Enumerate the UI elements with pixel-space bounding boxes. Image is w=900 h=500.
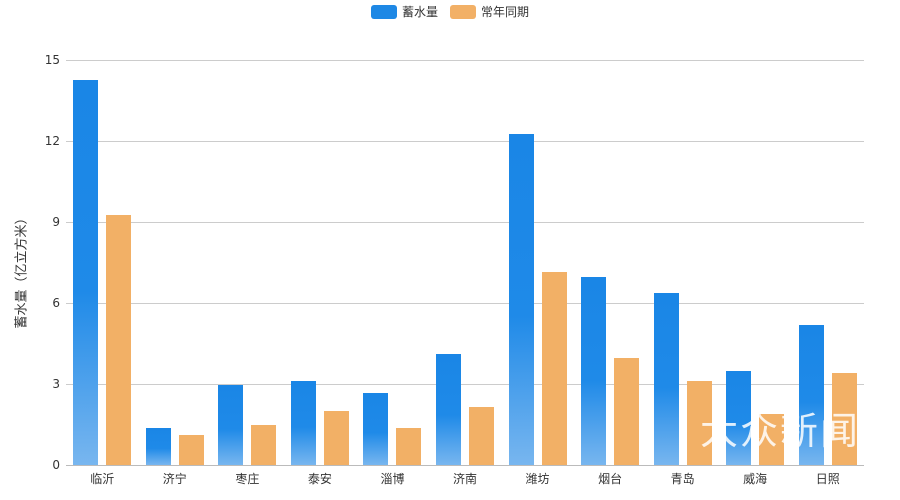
bar-storage[interactable] — [436, 354, 461, 465]
bar-normal-period[interactable] — [541, 271, 567, 465]
y-tick-label: 3 — [52, 377, 60, 391]
x-category-label: 济南 — [452, 472, 477, 486]
y-tick-label: 9 — [52, 215, 60, 229]
x-axis-line — [66, 465, 864, 466]
y-tick-label: 6 — [52, 296, 60, 310]
bar-normal-period[interactable] — [614, 358, 640, 465]
y-tick-label: 15 — [44, 53, 60, 67]
gridline — [66, 222, 864, 223]
bar-normal-period[interactable] — [831, 373, 857, 465]
bar-storage[interactable] — [726, 370, 752, 465]
legend-item-normal-period[interactable]: 常年同期 — [450, 3, 529, 20]
x-category-label: 淄博 — [380, 472, 405, 486]
gridline — [66, 60, 864, 61]
bar-normal-period[interactable] — [106, 214, 132, 465]
x-category-label: 威海 — [743, 472, 768, 486]
gridline — [66, 303, 864, 304]
x-category-label: 潍坊 — [525, 472, 550, 486]
gridline — [66, 141, 864, 142]
x-category-label: 泰安 — [307, 472, 332, 486]
bar-normal-period[interactable] — [396, 428, 422, 465]
bar-storage[interactable] — [73, 79, 99, 465]
x-category-label: 济宁 — [162, 472, 187, 486]
bar-storage[interactable] — [798, 324, 824, 465]
x-category-label: 烟台 — [598, 472, 623, 486]
bar-normal-period[interactable] — [178, 435, 204, 465]
legend-item-storage[interactable]: 蓄水量 — [370, 3, 438, 20]
bar-normal-period[interactable] — [469, 406, 494, 465]
bar-normal-period[interactable] — [323, 411, 349, 465]
y-tick-label: 0 — [52, 458, 60, 472]
legend-swatch-orange-icon — [450, 4, 476, 19]
bar-normal-period[interactable] — [686, 381, 712, 465]
legend-label: 常年同期 — [481, 5, 530, 19]
chart-legend: 蓄水量 常年同期 — [0, 3, 900, 20]
legend-swatch-blue-icon — [370, 4, 397, 19]
bar-storage[interactable] — [145, 428, 171, 465]
x-category-label: 日照 — [815, 472, 840, 486]
gridline — [66, 384, 864, 385]
x-category-label: 青岛 — [670, 472, 695, 486]
bar-storage[interactable] — [218, 385, 244, 465]
x-category-label: 临沂 — [90, 472, 115, 486]
bar-normal-period[interactable] — [759, 413, 785, 465]
bar-normal-period[interactable] — [251, 424, 277, 465]
bar-storage[interactable] — [508, 133, 534, 465]
y-tick-label: 12 — [44, 134, 60, 148]
bar-storage[interactable] — [653, 293, 679, 465]
bar-storage[interactable] — [581, 277, 607, 465]
x-category-label: 枣庄 — [235, 472, 260, 486]
bar-storage[interactable] — [363, 392, 389, 465]
bar-storage[interactable] — [290, 381, 316, 465]
watermark-logo: 大众新闻 — [700, 409, 861, 453]
y-axis-label: 蓄水量（亿立方米） — [14, 211, 30, 329]
legend-label: 蓄水量 — [401, 5, 438, 19]
